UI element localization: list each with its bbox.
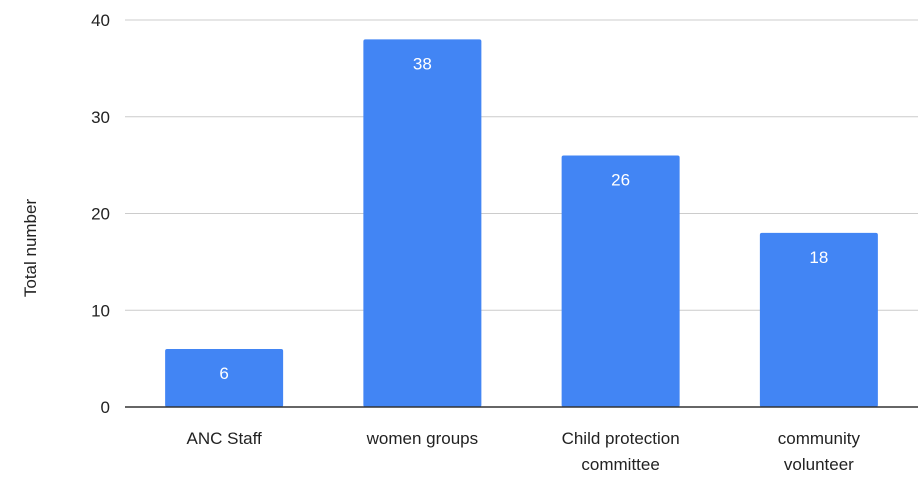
bars: 6 38 26 18: [165, 39, 878, 407]
x-tick-label: women groups: [366, 429, 479, 448]
x-tick-label-line: Child protection: [562, 429, 680, 448]
axes: 0 10 20 30 40 ANC Staff women groups Child prot…: [91, 11, 918, 474]
data-label: 26: [611, 170, 630, 189]
y-axis-title: Total number: [21, 199, 40, 298]
x-tick-label-line: volunteer: [784, 455, 854, 474]
x-tick-label-line: women groups: [366, 429, 479, 448]
y-tick-label: 10: [91, 301, 110, 320]
bar: [759, 232, 878, 407]
y-tick-label: 20: [91, 205, 110, 224]
x-tick-label-line: community: [778, 429, 861, 448]
x-tick-label: ANC Staff: [186, 429, 262, 448]
data-label: 18: [809, 248, 828, 267]
y-tick-label: 30: [91, 108, 110, 127]
y-tick-label: 40: [91, 11, 110, 30]
x-tick-label-line: committee: [581, 455, 659, 474]
data-label: 6: [219, 364, 228, 383]
bar: [561, 155, 680, 407]
bar: [363, 39, 482, 407]
data-label: 38: [413, 54, 432, 73]
bar: [165, 348, 284, 407]
x-tick-label: community volunteer: [778, 429, 861, 474]
x-tick-label-line: ANC Staff: [186, 429, 262, 448]
x-tick-label: Child protection committee: [562, 429, 680, 474]
y-tick-label: 0: [101, 398, 110, 417]
